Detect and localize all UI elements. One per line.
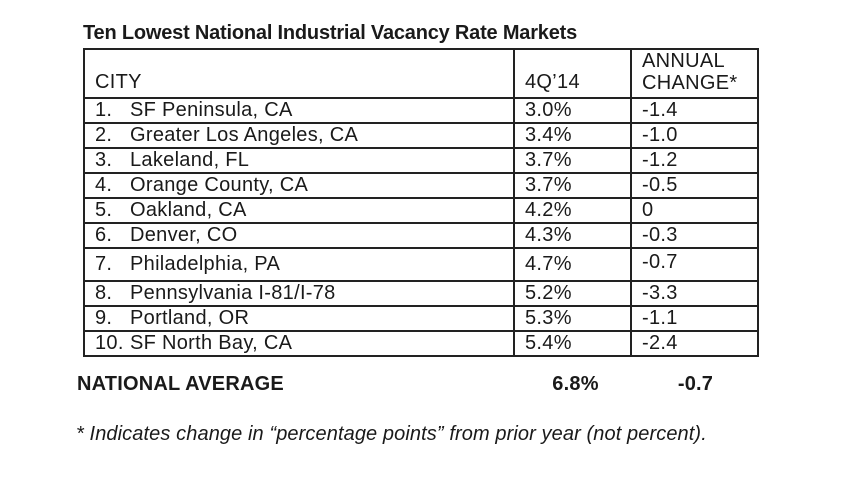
table-row: 1. SF Peninsula, CA 3.0% -1.4 [83,97,759,124]
vacancy-rate-table: CITY 4Q’14 ANNUAL CHANGE* 1. SF Peninsula… [83,48,759,357]
row-change-value: 0 [630,197,759,224]
header-cell-annual-change: ANNUAL CHANGE* [630,48,759,99]
row-city-cell: 5. Oakland, CA [83,197,515,224]
row-city: Denver, CO [130,224,238,246]
row-city: Lakeland, FL [130,149,250,171]
row-city-cell: 3. Lakeland, FL [83,147,515,174]
national-average-label: NATIONAL AVERAGE [77,373,284,395]
table-row: 7. Philadelphia, PA 4.7% -0.7 [83,247,759,282]
header-cell-q4: 4Q’14 [513,48,632,99]
table-row: 9. Portland, OR 5.3% -1.1 [83,305,759,332]
page-title: Ten Lowest National Industrial Vacancy R… [83,22,578,44]
row-q4-value: 4.2% [513,197,632,224]
table-row: 8. Pennsylvania I-81/I-78 5.2% -3.3 [83,280,759,307]
footnote: * Indicates change in “percentage points… [76,423,707,445]
row-city-cell: 4. Orange County, CA [83,172,515,199]
row-city-cell: 9. Portland, OR [83,305,515,332]
row-rank: 2. [95,124,113,146]
row-city-cell: 2. Greater Los Angeles, CA [83,122,515,149]
row-change-value: -0.7 [630,247,759,282]
row-change-value: -0.5 [630,172,759,199]
row-rank: 10. [95,332,124,354]
row-city: Philadelphia, PA [130,253,281,275]
header-cell-city: CITY [83,48,515,99]
row-city-cell: 1. SF Peninsula, CA [83,97,515,124]
row-rank: 1. [95,99,113,121]
row-change-value: -1.1 [630,305,759,332]
table-row: 3. Lakeland, FL 3.7% -1.2 [83,147,759,174]
row-rank: 8. [95,282,113,304]
table-row: 4. Orange County, CA 3.7% -0.5 [83,172,759,199]
row-q4-value: 5.3% [513,305,632,332]
row-change-value: -1.0 [630,122,759,149]
row-rank: 3. [95,149,113,171]
table-header: CITY 4Q’14 ANNUAL CHANGE* [83,48,759,99]
table-row: 6. Denver, CO 4.3% -0.3 [83,222,759,249]
national-average-row: NATIONAL AVERAGE 6.8% -0.7 [77,373,757,396]
row-change-value: -0.3 [630,222,759,249]
table-body: 1. SF Peninsula, CA 3.0% -1.4 2. Greater L… [83,97,759,357]
row-city: Portland, OR [130,307,250,329]
row-q4-value: 4.7% [513,247,632,282]
row-q4-value: 3.7% [513,172,632,199]
row-q4-value: 5.2% [513,280,632,307]
row-change-value: -2.4 [630,330,759,357]
row-rank: 4. [95,174,113,196]
row-change-value: -3.3 [630,280,759,307]
row-city: SF Peninsula, CA [130,99,293,121]
row-city-cell: 10. SF North Bay, CA [83,330,515,357]
row-city: Orange County, CA [130,174,309,196]
row-rank: 5. [95,199,113,221]
row-city: Oakland, CA [130,199,247,221]
row-change-value: -1.2 [630,147,759,174]
row-q4-value: 3.0% [513,97,632,124]
row-rank: 6. [95,224,113,246]
table-row: 10. SF North Bay, CA 5.4% -2.4 [83,330,759,357]
national-average-q4-value: 6.8% [552,373,599,395]
header-city-label: CITY [95,71,142,93]
row-q4-value: 5.4% [513,330,632,357]
row-city: Pennsylvania I-81/I-78 [130,282,336,304]
row-q4-value: 3.7% [513,147,632,174]
table-row: 2. Greater Los Angeles, CA 3.4% -1.0 [83,122,759,149]
row-city-cell: 6. Denver, CO [83,222,515,249]
header-q4-label: 4Q’14 [525,71,580,93]
row-city: Greater Los Angeles, CA [130,124,359,146]
national-average-change-value: -0.7 [677,373,714,395]
header-change-label: CHANGE* [642,72,738,94]
header-row: CITY 4Q’14 ANNUAL CHANGE* [83,48,759,99]
row-city: SF North Bay, CA [130,332,293,354]
row-q4-value: 4.3% [513,222,632,249]
row-city-cell: 7. Philadelphia, PA [83,247,515,282]
row-rank: 9. [95,307,113,329]
row-city-cell: 8. Pennsylvania I-81/I-78 [83,280,515,307]
row-q4-value: 3.4% [513,122,632,149]
table-row: 5. Oakland, CA 4.2% 0 [83,197,759,224]
row-change-value: -1.4 [630,97,759,124]
header-annual-label: ANNUAL [642,50,725,72]
row-rank: 7. [95,253,113,275]
